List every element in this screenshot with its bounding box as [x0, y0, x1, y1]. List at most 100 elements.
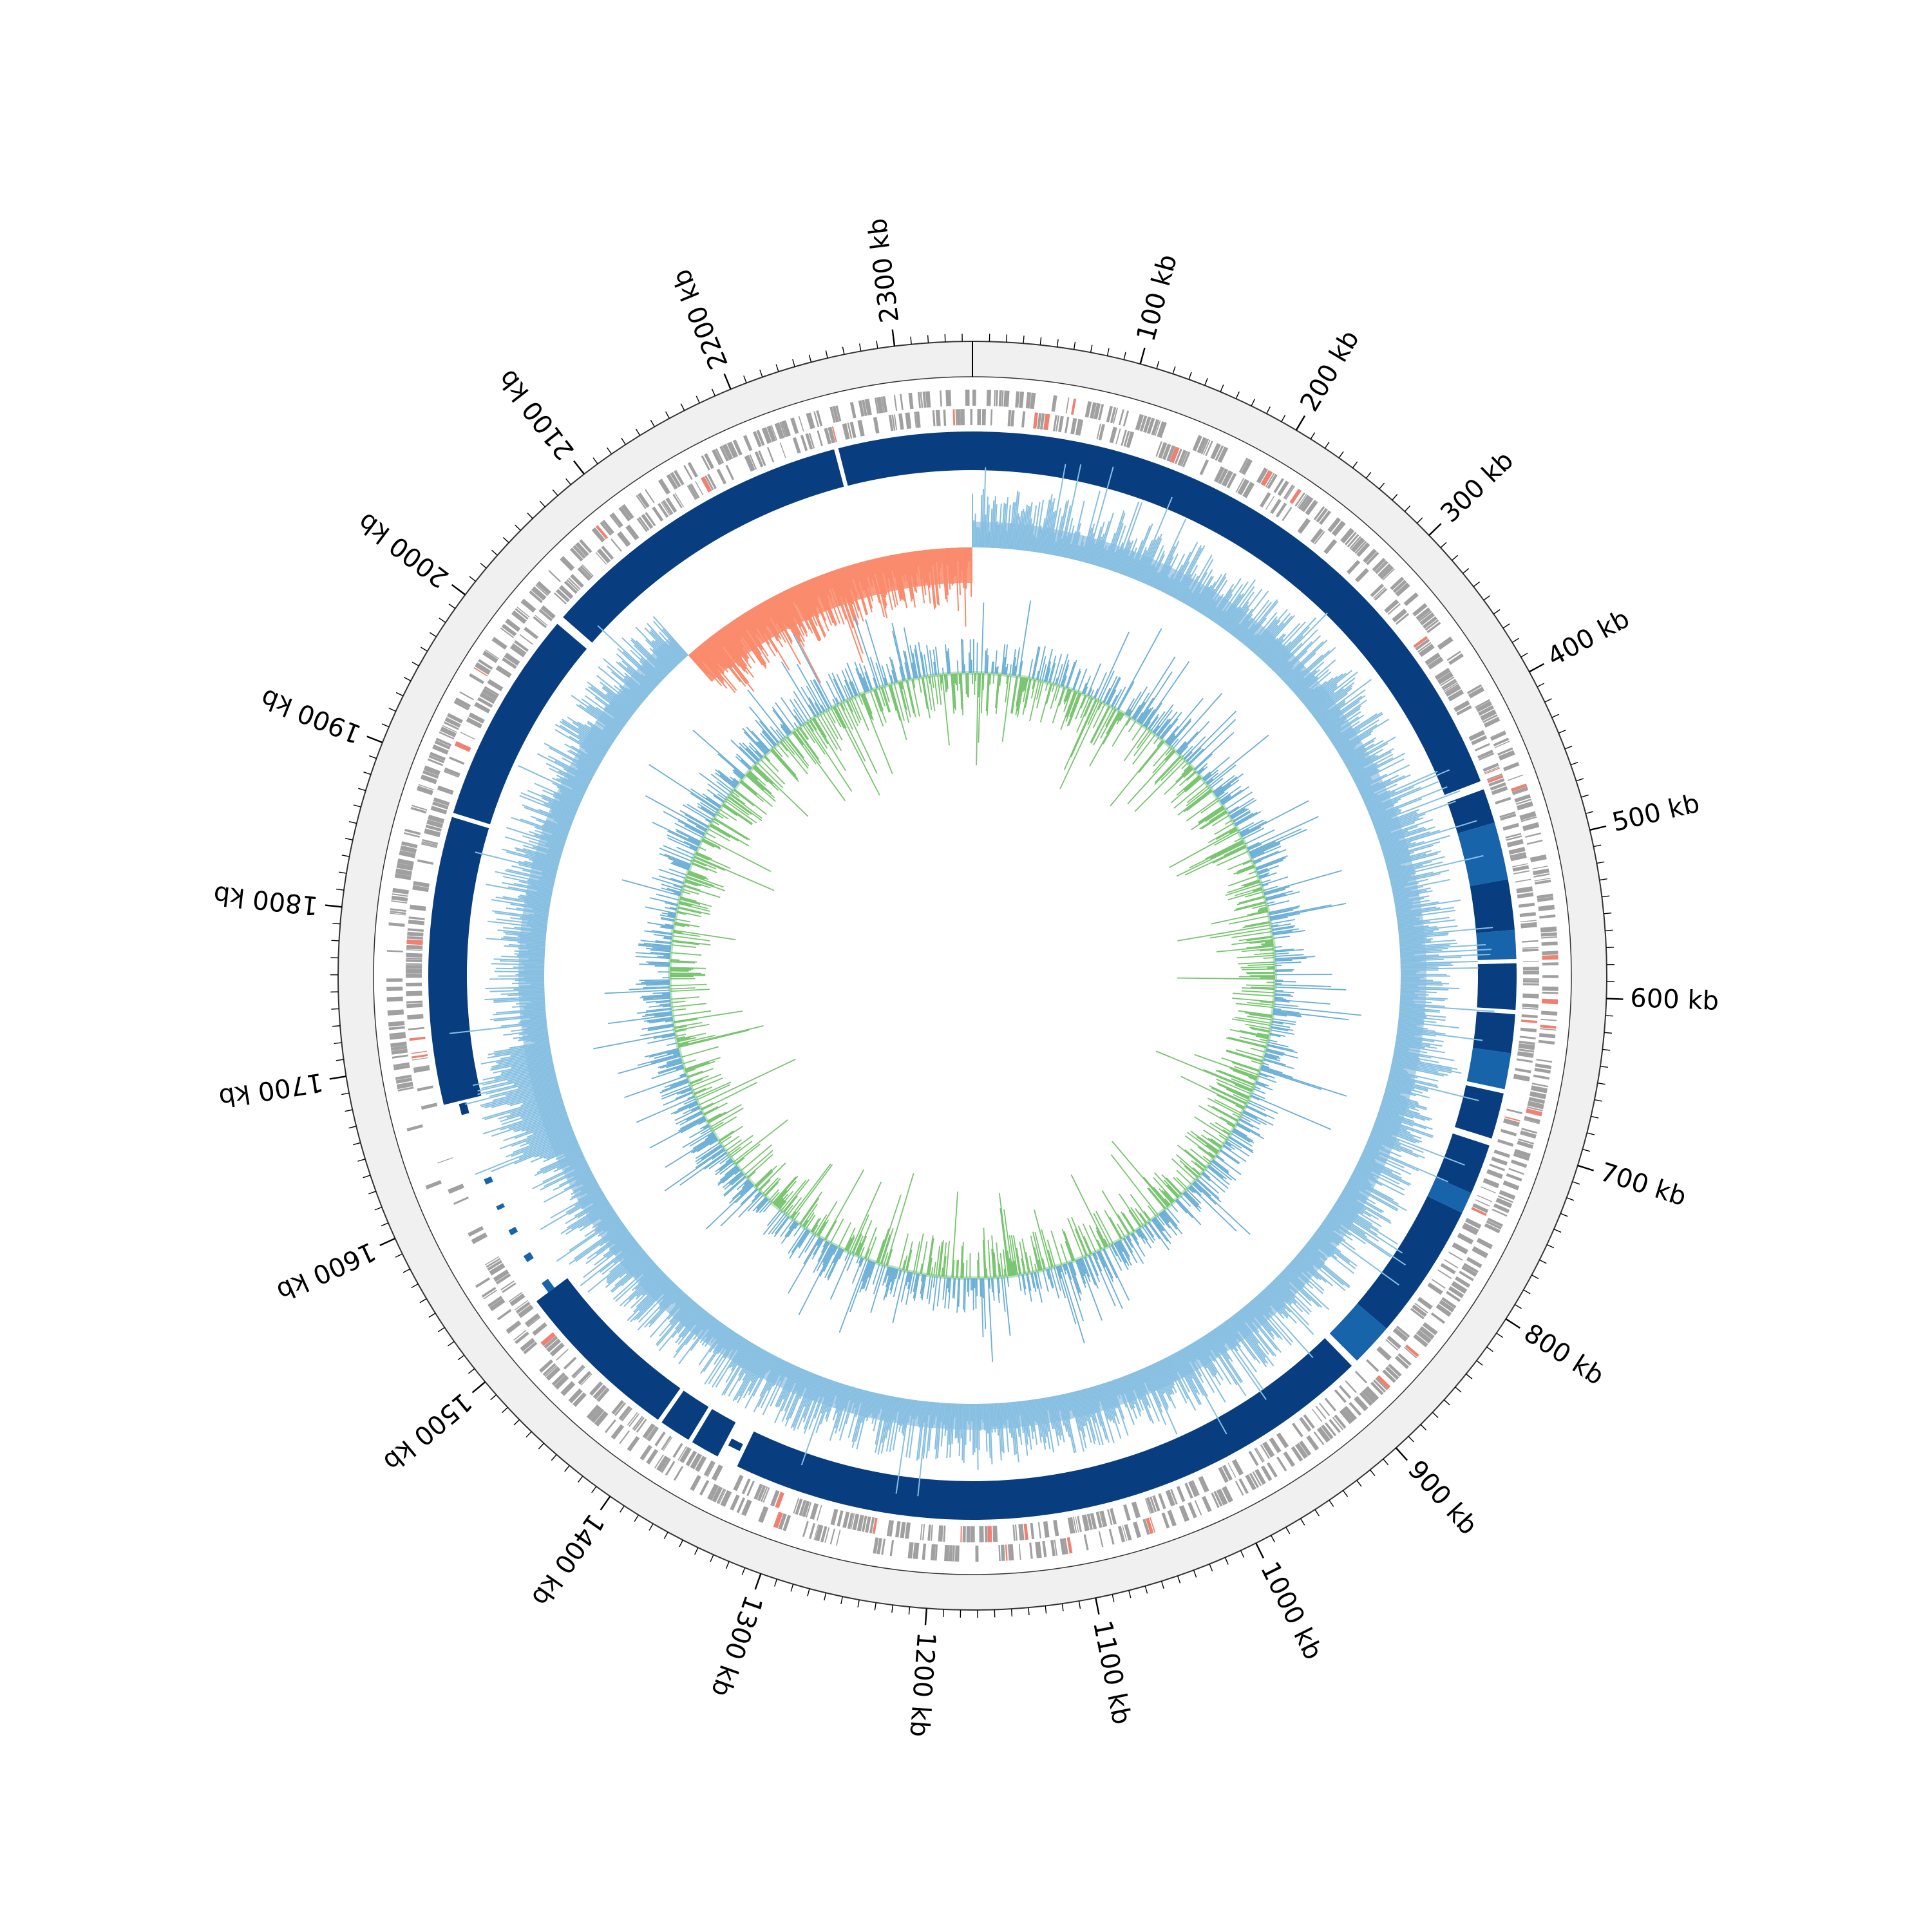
gc-skew-bar: [683, 885, 721, 898]
gc-skew-bar: [1234, 813, 1254, 825]
gc-skew-bar: [1207, 734, 1269, 786]
gc-skew-bar: [714, 817, 750, 840]
gc-skew-bar: [1220, 1149, 1240, 1164]
gene-feature: [1235, 478, 1245, 493]
gc-skew-bar: [685, 1068, 696, 1074]
gc-skew-bar: [673, 1018, 698, 1024]
gc-content-bar: [1388, 1074, 1437, 1086]
gene-feature: [1214, 466, 1225, 483]
gc-skew-bar: [1036, 670, 1039, 680]
gc-content-bar: [729, 1339, 748, 1368]
gc-content-bar: [1329, 732, 1341, 741]
gc-skew-bar: [718, 1130, 734, 1141]
gc-skew-bar: [1046, 1239, 1056, 1267]
gc-content-bar: [1244, 1305, 1255, 1319]
gc-content-bar: [903, 553, 913, 602]
gc-skew-bar: [1267, 1043, 1294, 1052]
gc-content-bar: [737, 1338, 746, 1350]
gc-content-bar: [1245, 1305, 1275, 1340]
gc-content-bar: [699, 645, 737, 691]
gc-content-bar: [1383, 840, 1425, 855]
gc-skew-bar: [694, 855, 775, 891]
gc-skew-bar: [689, 1132, 714, 1147]
gc-content-bar: [1176, 574, 1191, 600]
gc-content-bar: [991, 1403, 994, 1426]
gc-content-bar: [522, 804, 573, 825]
gc-content-bar: [517, 942, 545, 945]
gc-skew-bar: [1046, 667, 1051, 683]
gc-content-bar: [1360, 1155, 1401, 1175]
gc-content-bar: [1349, 1177, 1399, 1205]
gene-feature: [1021, 411, 1026, 428]
gene-feature: [1165, 1490, 1175, 1507]
gc-skew-bar: [1039, 683, 1052, 723]
gc-content-bar: [556, 786, 583, 799]
gc-skew-bar: [1264, 1056, 1281, 1062]
gc-content-bar: [1285, 665, 1305, 684]
gc-skew-bar: [642, 1012, 672, 1018]
gene-feature: [960, 1526, 962, 1542]
gc-content-bar: [582, 1177, 596, 1186]
gc-content-bar: [552, 777, 585, 794]
gene-feature: [935, 410, 941, 426]
gc-content-bar: [938, 548, 942, 569]
gc-content-bar: [1300, 686, 1318, 702]
gc-skew-bar: [1142, 1176, 1170, 1207]
gc-content-bar: [1137, 1370, 1160, 1422]
gene-feature: [618, 1405, 631, 1421]
gc-skew-bar: [753, 766, 779, 791]
gc-content-bar: [614, 1255, 650, 1287]
gene-feature: [1059, 1538, 1066, 1555]
gc-skew-bar: [1196, 1178, 1220, 1200]
gc-content-bar: [530, 815, 570, 831]
gc-content-bar: [522, 835, 564, 849]
gene-feature: [416, 785, 433, 795]
gc-skew-bar: [922, 677, 931, 719]
gc-skew-bar: [995, 674, 999, 708]
alignment-block: [1477, 963, 1517, 1010]
gc-skew-bar: [726, 798, 750, 816]
gc-skew-bar: [664, 902, 678, 907]
gene-feature: [1354, 1370, 1368, 1384]
gc-content-bar: [1307, 1242, 1326, 1257]
gc-content-bar: [625, 1255, 649, 1274]
gene-feature: [548, 570, 562, 583]
gc-content-bar: [839, 1387, 856, 1441]
gene-feature: [406, 945, 423, 950]
gc-skew-bar: [1153, 1186, 1170, 1206]
gene-feature: [830, 1508, 838, 1526]
gc-content-bar: [638, 1283, 676, 1323]
gc-skew-bar: [863, 692, 873, 714]
gc-content-bar: [536, 753, 592, 782]
gc-content-bar: [872, 558, 888, 619]
gc-content-bar: [1253, 625, 1278, 654]
gene-feature: [1344, 531, 1357, 545]
gene-feature: [943, 410, 947, 426]
gc-content-bar: [1358, 1160, 1410, 1186]
gc-content-bar: [1369, 809, 1387, 817]
gc-skew-bar: [1061, 664, 1070, 687]
gc-content-bar: [1160, 1359, 1177, 1394]
gc-content-bar: [778, 593, 801, 636]
gc-skew-bar: [1161, 1174, 1182, 1196]
gc-content-bar: [491, 910, 549, 920]
gc-skew-bar: [1247, 1001, 1274, 1006]
gc-content-bar: [1204, 580, 1228, 616]
gc-skew-bar: [670, 983, 707, 987]
gc-content-bar: [910, 551, 918, 593]
gc-content-bar: [808, 1378, 828, 1430]
gc-skew-bar: [639, 995, 671, 999]
gc-content-bar: [1391, 1064, 1444, 1077]
minor-tick: [526, 1431, 532, 1438]
gc-content-bar: [928, 1401, 931, 1416]
gc-content-bar: [1224, 607, 1242, 630]
gc-skew-bar: [1021, 1274, 1027, 1295]
gc-skew-bar: [755, 1198, 768, 1212]
gc-content-bar: [954, 547, 957, 576]
gc-skew-bar: [1164, 750, 1175, 761]
gc-content-bar: [706, 1320, 719, 1338]
gc-content-bar: [715, 1325, 726, 1340]
gene-feature: [544, 1365, 558, 1378]
gc-content-bar: [1400, 964, 1454, 967]
gc-content-bar: [1387, 864, 1405, 871]
